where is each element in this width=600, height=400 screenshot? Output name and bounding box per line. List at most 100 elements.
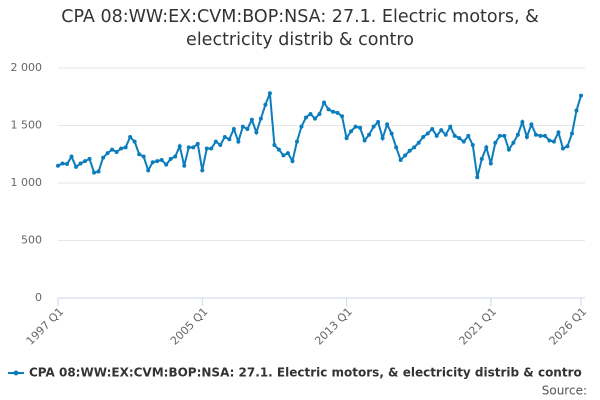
point <box>421 135 426 139</box>
point <box>218 143 223 148</box>
point <box>443 132 448 137</box>
point <box>574 108 579 113</box>
point <box>105 151 110 156</box>
point <box>65 162 70 167</box>
point <box>326 107 331 112</box>
point <box>430 126 435 131</box>
point <box>78 161 83 166</box>
point <box>331 109 336 114</box>
point <box>83 159 88 164</box>
point <box>231 126 236 131</box>
point <box>114 149 119 154</box>
point <box>502 133 507 138</box>
point <box>312 116 317 121</box>
point <box>403 153 408 158</box>
point <box>308 112 313 116</box>
point <box>533 132 538 137</box>
point <box>506 147 511 152</box>
point <box>353 124 358 129</box>
point <box>547 138 552 143</box>
point <box>96 169 101 174</box>
point <box>74 164 79 169</box>
point <box>434 133 439 138</box>
point <box>362 138 367 143</box>
point <box>371 124 376 129</box>
point <box>191 145 196 150</box>
chart-title: CPA 08:WW:EX:CVM:BOP:NSA: 27.1. Electric… <box>61 7 539 50</box>
point <box>511 140 516 145</box>
point <box>407 148 412 153</box>
point <box>385 122 390 127</box>
point <box>542 133 547 138</box>
point <box>159 158 164 162</box>
point <box>457 136 462 141</box>
point <box>254 130 259 135</box>
point <box>195 141 200 146</box>
point <box>349 129 354 134</box>
point <box>290 159 295 164</box>
point <box>565 144 570 149</box>
point <box>299 124 304 129</box>
y-tick-label: 2 000 <box>11 61 43 74</box>
point <box>466 133 471 138</box>
y-tick-label: 1 500 <box>11 119 43 132</box>
point <box>488 161 493 166</box>
point <box>56 163 60 168</box>
point <box>245 126 250 131</box>
point <box>560 146 565 151</box>
point <box>335 110 340 115</box>
point <box>484 145 489 150</box>
point <box>227 137 232 142</box>
point <box>475 175 480 180</box>
x-tick-label: 2026 Q1 <box>547 305 590 348</box>
y-tick-label: 1 000 <box>11 176 43 189</box>
point <box>497 133 502 138</box>
point <box>204 146 209 151</box>
point <box>60 161 65 166</box>
point <box>141 154 146 159</box>
point <box>479 156 484 161</box>
point <box>182 163 187 168</box>
point <box>367 132 372 137</box>
point <box>398 158 403 162</box>
point <box>164 162 169 167</box>
point <box>439 128 444 133</box>
y-tick-label: 0 <box>35 291 42 304</box>
point <box>538 133 543 138</box>
point <box>551 139 556 144</box>
point <box>529 122 534 127</box>
point <box>249 117 254 122</box>
point <box>276 147 281 152</box>
point <box>222 135 227 139</box>
x-tick-label: 1997 Q1 <box>24 305 67 348</box>
point <box>236 139 241 144</box>
point <box>376 120 381 125</box>
point <box>69 154 74 159</box>
point <box>317 112 322 116</box>
point <box>520 120 525 125</box>
point <box>150 160 155 165</box>
point <box>380 136 385 141</box>
point <box>340 114 345 119</box>
point <box>128 135 133 139</box>
point <box>389 131 394 136</box>
point <box>524 135 529 139</box>
point <box>132 139 137 144</box>
legend-label: CPA 08:WW:EX:CVM:BOP:NSA: 27.1. Electric… <box>29 366 582 380</box>
point <box>569 131 574 136</box>
x-tick-label: 2013 Q1 <box>312 305 355 348</box>
point <box>452 133 457 138</box>
point <box>493 140 498 145</box>
y-tick-label: 500 <box>21 234 42 247</box>
point <box>92 170 97 175</box>
x-tick-label: 2021 Q1 <box>457 305 500 348</box>
point <box>358 125 363 130</box>
point <box>394 145 399 150</box>
point <box>416 140 421 145</box>
point <box>267 91 272 96</box>
point <box>285 151 290 156</box>
point <box>101 155 106 160</box>
point <box>137 152 142 157</box>
point <box>322 100 327 105</box>
